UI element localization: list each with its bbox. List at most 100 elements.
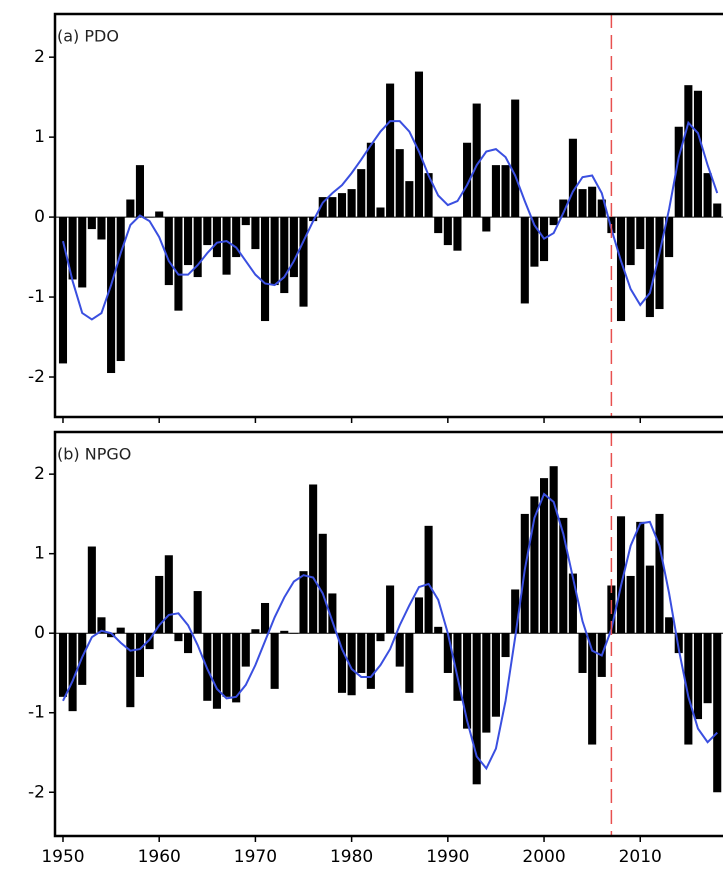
bar [405, 181, 414, 218]
bar [424, 525, 433, 634]
bar [58, 633, 68, 697]
x-tick-label: 1960 [138, 847, 181, 867]
bar [655, 513, 664, 634]
smooth-line [62, 492, 718, 771]
bar [328, 593, 337, 634]
bar [366, 633, 375, 689]
bar [270, 633, 279, 689]
bar [674, 633, 683, 654]
bar [597, 199, 606, 218]
bar [376, 633, 385, 642]
bar [97, 617, 106, 634]
bar [491, 633, 500, 717]
bar [472, 633, 481, 785]
x-tick-label: 1980 [330, 847, 373, 867]
bar [713, 203, 722, 218]
plot-area [55, 466, 723, 793]
bar [443, 217, 452, 246]
bar [616, 516, 626, 634]
bar [386, 83, 395, 218]
bar [357, 169, 366, 218]
bar [58, 217, 68, 364]
bar [232, 633, 241, 703]
plot-area [55, 71, 723, 374]
bar [434, 626, 443, 634]
bar [280, 630, 289, 634]
bar [559, 199, 568, 218]
panel-label: (b) NPGO [57, 445, 131, 464]
bar [405, 633, 414, 693]
bar [713, 633, 722, 793]
bar [116, 217, 125, 362]
bar [87, 546, 96, 634]
bar [434, 217, 443, 234]
y-tick-label: 2 [34, 47, 45, 67]
bar [289, 217, 298, 278]
bar [222, 217, 231, 275]
bar [559, 517, 568, 634]
bar [501, 165, 510, 218]
bar [616, 217, 626, 322]
bar [135, 165, 144, 218]
x-tick-label: 1970 [234, 847, 277, 867]
bar [174, 633, 183, 642]
y-tick-label: 0 [34, 207, 45, 227]
bar [549, 466, 558, 634]
y-tick-label: -1 [28, 703, 45, 723]
bar [511, 99, 520, 218]
bar [501, 633, 510, 658]
bar [299, 571, 308, 634]
bar [424, 173, 433, 218]
y-tick-label: 1 [34, 127, 45, 147]
frame [53, 12, 723, 419]
bar [309, 484, 318, 634]
bar [703, 173, 712, 218]
bar [232, 217, 241, 258]
bar [97, 217, 106, 240]
bar [193, 591, 202, 634]
bar [674, 126, 683, 218]
bar [386, 585, 395, 634]
bar [520, 217, 529, 304]
bar [530, 496, 539, 634]
bar [453, 217, 462, 251]
x-tick-label: 2010 [619, 847, 662, 867]
bar [549, 217, 558, 226]
bar [260, 602, 270, 634]
bar [482, 633, 491, 733]
bar [68, 217, 77, 280]
y-tick-label: -2 [28, 782, 45, 802]
bar [578, 189, 587, 218]
bar [270, 217, 279, 286]
bar [511, 589, 520, 634]
bar [693, 90, 703, 218]
bar [155, 211, 164, 218]
bar [135, 633, 144, 677]
bar [203, 217, 212, 246]
bar [164, 217, 173, 286]
bar [626, 575, 635, 634]
bar [414, 71, 424, 218]
bar [530, 217, 539, 267]
bar [568, 138, 577, 218]
bar [703, 633, 712, 704]
x-tick-label: 2000 [522, 847, 565, 867]
bar [241, 217, 250, 226]
bar [260, 217, 270, 322]
bar [241, 633, 250, 667]
y-tick-label: -2 [28, 367, 45, 387]
bar [78, 217, 87, 288]
bar [443, 633, 452, 673]
bar [491, 165, 500, 218]
bar [463, 142, 472, 218]
bar [107, 633, 116, 638]
bar [665, 217, 674, 258]
bar [636, 217, 645, 250]
bar [395, 149, 404, 218]
y-tick-label: -1 [28, 287, 45, 307]
bar [212, 633, 221, 709]
bar [212, 217, 221, 258]
frame [53, 430, 723, 838]
